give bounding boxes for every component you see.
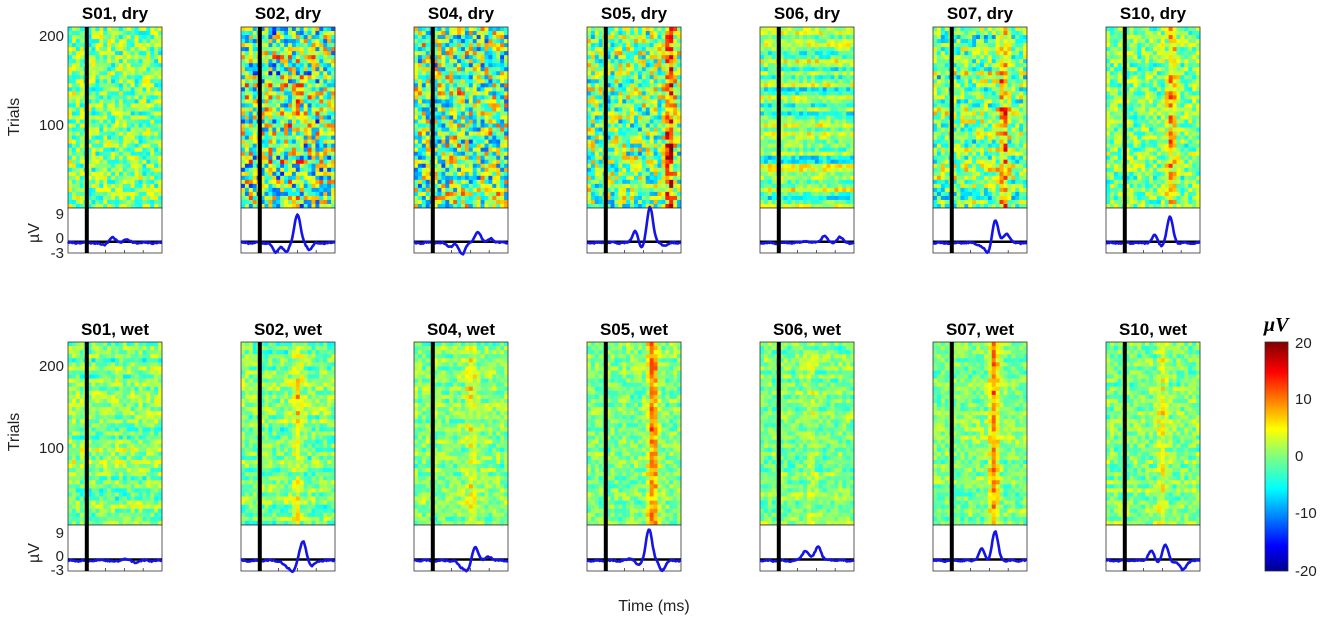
erp-ytick-dry-0: 0 — [56, 230, 64, 247]
erp-axes — [67, 524, 163, 572]
erp-average-line — [586, 205, 682, 249]
heatmap-image — [68, 27, 163, 209]
erp-average-line — [759, 545, 855, 564]
heatmap-image — [760, 342, 855, 526]
colorbar-unit-label: µV — [1263, 314, 1291, 336]
colorbar-tick-m10: -10 — [1295, 505, 1317, 522]
panel-s06-dry: S06, dry — [759, 4, 855, 254]
panel-s05-dry: S05, dry — [586, 4, 682, 254]
panel-title: S01, dry — [82, 4, 149, 23]
panel-s07-wet: S07, wet — [932, 320, 1028, 572]
panel-title: S06, wet — [773, 320, 841, 339]
panel-title: S06, dry — [774, 4, 841, 23]
ytick-wet-200: 200 — [39, 358, 64, 375]
panel-title: S07, dry — [947, 4, 1014, 23]
uv-ylabel-wet: µV — [26, 543, 43, 563]
erp-average-line — [413, 230, 509, 256]
panel-title: S01, wet — [81, 320, 149, 339]
erp-average-line — [759, 234, 855, 246]
heatmap-image — [587, 27, 682, 209]
panel-title: S05, dry — [601, 4, 668, 23]
erp-axes — [240, 524, 336, 572]
erp-axes — [586, 524, 682, 572]
heatmap-image — [241, 27, 336, 209]
trials-ylabel-dry: Trials — [6, 98, 23, 137]
erp-ytick-dry-9: 9 — [56, 206, 64, 223]
erp-average-line — [586, 528, 682, 573]
colorbar-tick-m20: -20 — [1295, 563, 1317, 580]
panel-s10-wet: S10, wet — [1105, 320, 1201, 572]
erp-average-line — [932, 530, 1028, 563]
panel-s01-dry: S01, dry — [67, 4, 163, 254]
panel-title: S07, wet — [946, 320, 1014, 339]
erp-axes — [413, 524, 509, 572]
uv-ylabel-dry: µV — [26, 223, 43, 243]
heatmap-image — [933, 342, 1028, 526]
erp-axes — [240, 207, 336, 254]
erp-ytick-dry-m3: -3 — [51, 245, 64, 262]
heatmap-image — [414, 27, 509, 209]
panel-s02-wet: S02, wet — [240, 320, 336, 574]
panel-s05-wet: S05, wet — [586, 320, 682, 573]
heatmap-image — [241, 342, 336, 526]
erp-axes — [932, 524, 1028, 572]
time-xlabel: Time (ms) — [618, 598, 689, 615]
erp-ytick-wet-m3: -3 — [51, 562, 64, 579]
heatmap-image — [933, 27, 1028, 209]
colorbar — [1264, 341, 1289, 572]
panel-s06-wet: S06, wet — [759, 320, 855, 572]
ytick-dry-100: 100 — [39, 117, 64, 134]
erp-average-line — [67, 235, 163, 247]
erp-average-line — [240, 540, 336, 574]
panel-title: S02, dry — [255, 4, 322, 23]
heatmap-image — [1106, 342, 1201, 526]
erp-average-line — [413, 545, 509, 573]
erp-average-line — [1105, 215, 1201, 248]
panel-s02-dry: S02, dry — [240, 4, 336, 255]
panel-s01-wet: S01, wet — [67, 320, 163, 572]
erp-average-line — [240, 213, 336, 255]
panel-s04-wet: S04, wet — [413, 320, 509, 573]
erp-axes — [67, 207, 163, 254]
panel-s07-dry: S07, dry — [932, 4, 1028, 255]
ytick-dry-200: 200 — [39, 28, 64, 45]
erp-axes — [1105, 207, 1201, 254]
ytick-wet-100: 100 — [39, 440, 64, 457]
panel-title: S02, wet — [254, 320, 322, 339]
panel-title: S10, dry — [1120, 4, 1187, 23]
panel-title: S04, wet — [427, 320, 495, 339]
colorbar-tick-20: 20 — [1295, 335, 1312, 352]
panel-title: S04, dry — [428, 4, 495, 23]
colorbar-tick-0: 0 — [1295, 448, 1303, 465]
panel-s10-dry: S10, dry — [1105, 4, 1201, 254]
erp-axes — [759, 207, 855, 254]
erp-average-line — [67, 557, 163, 565]
panel-title: S05, wet — [600, 320, 668, 339]
heatmap-image — [587, 342, 682, 526]
heatmap-image — [68, 342, 163, 526]
trials-ylabel-wet: Trials — [6, 413, 23, 452]
colorbar-tick-10: 10 — [1295, 391, 1312, 408]
erp-axes — [1105, 524, 1201, 572]
panel-title: S10, wet — [1119, 320, 1187, 339]
heatmap-image — [414, 342, 509, 526]
panel-s04-dry: S04, dry — [413, 4, 509, 256]
erp-axes — [413, 207, 509, 254]
heatmap-image — [760, 27, 855, 209]
erp-ytick-wet-9: 9 — [56, 525, 64, 542]
erp-average-line — [1105, 543, 1201, 572]
heatmap-image — [1106, 27, 1201, 209]
erp-average-line — [932, 219, 1028, 255]
erp-ytick-wet-0: 0 — [56, 548, 64, 565]
erp-axes — [759, 524, 855, 572]
